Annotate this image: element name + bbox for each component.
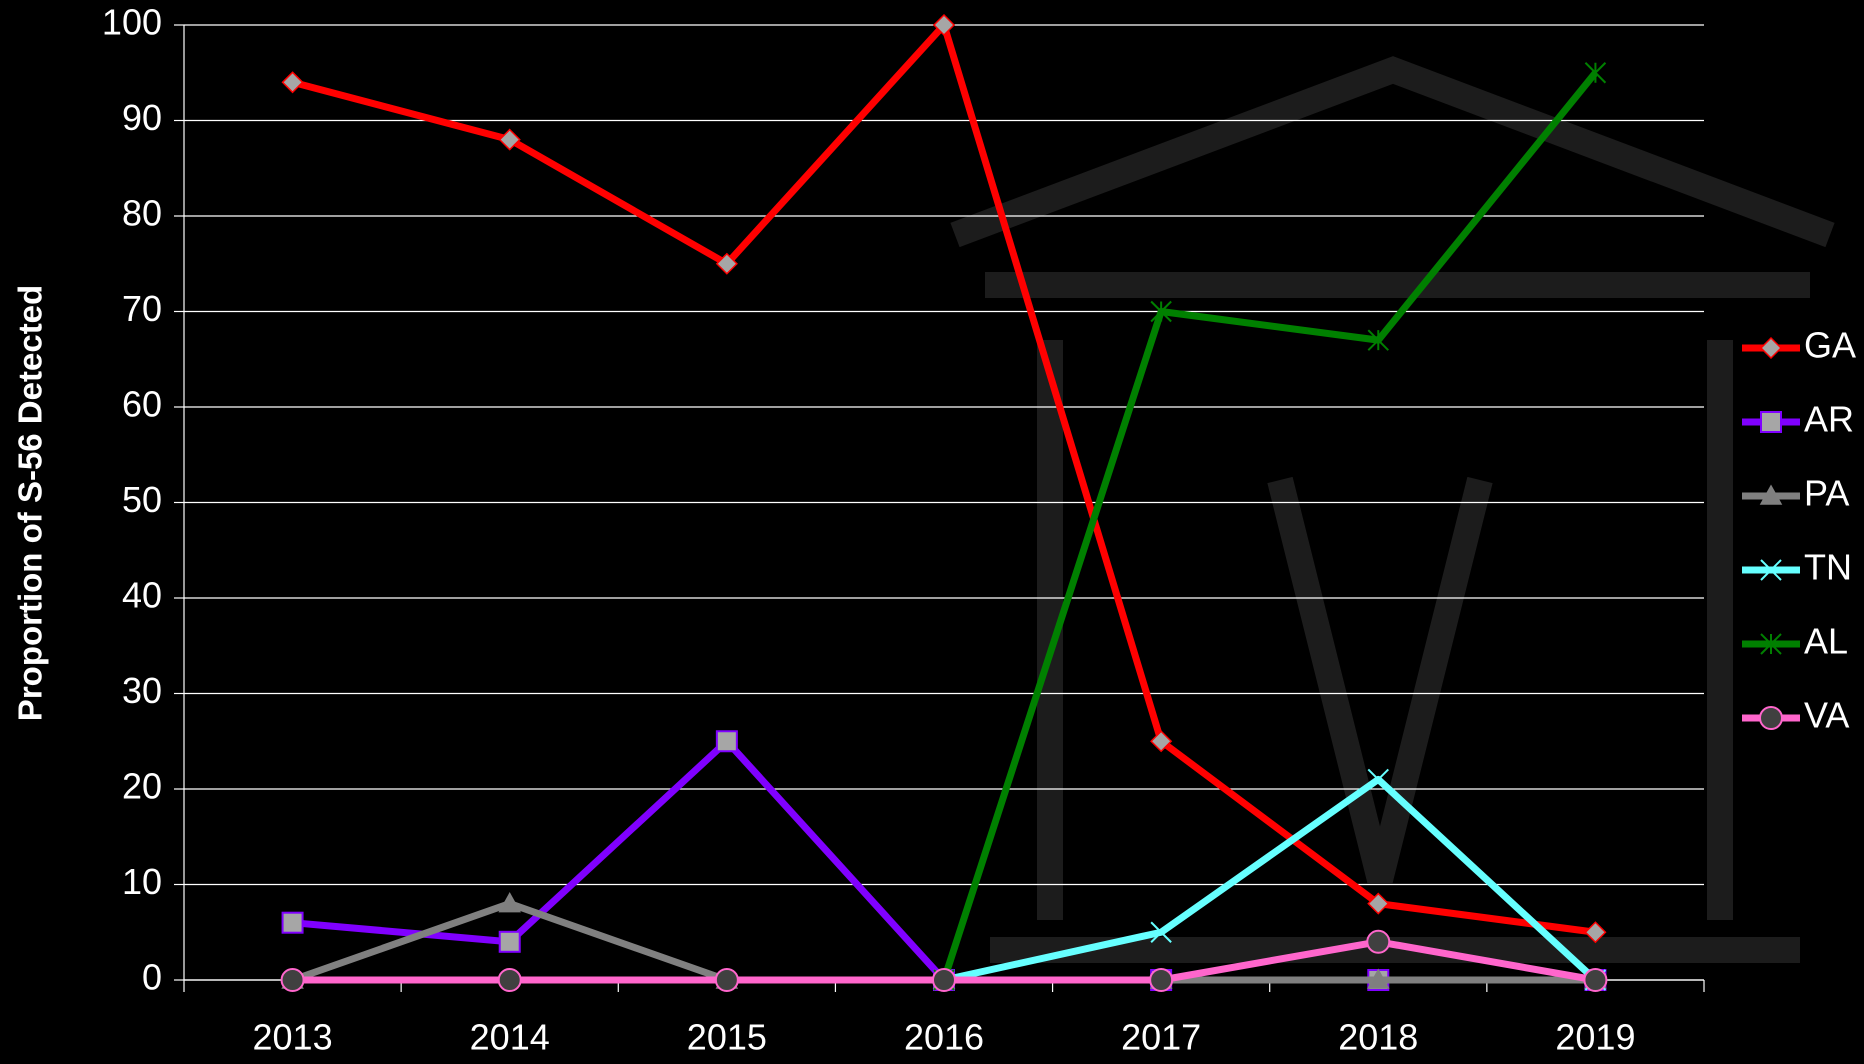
y-tick-label: 100: [102, 2, 162, 43]
marker: [498, 892, 521, 913]
series-line: [940, 70, 1599, 982]
legend-label: PA: [1804, 473, 1849, 514]
marker: [1150, 300, 1172, 323]
y-tick-label: 30: [122, 670, 162, 711]
marker: [1367, 892, 1390, 915]
legend-item: VA: [1742, 695, 1849, 736]
legend-item: GA: [1742, 325, 1856, 366]
watermark: [950, 56, 1835, 963]
series: [281, 13, 1607, 944]
y-tick-label: 50: [122, 479, 162, 520]
marker: [498, 930, 521, 953]
x-tick-label: 2013: [253, 1017, 333, 1058]
series: [280, 929, 1608, 992]
marker: [497, 968, 522, 992]
marker: [1760, 411, 1782, 433]
marker: [1366, 929, 1391, 954]
legend-label: TN: [1804, 547, 1852, 588]
marker: [1150, 921, 1172, 943]
x-tick-label: 2016: [904, 1017, 984, 1058]
legend-label: GA: [1804, 325, 1856, 366]
y-tick-label: 10: [122, 861, 162, 902]
marker: [1760, 559, 1782, 581]
marker: [1584, 921, 1607, 944]
marker: [1759, 706, 1783, 730]
legend-label: AR: [1804, 399, 1854, 440]
legend-item: AR: [1742, 399, 1854, 440]
marker: [715, 730, 738, 753]
legend-item: AL: [1742, 621, 1848, 662]
x-tick-label: 2014: [470, 1017, 550, 1058]
legend-item: TN: [1742, 547, 1852, 588]
marker: [280, 968, 305, 992]
legend-label: VA: [1804, 695, 1849, 736]
marker: [1584, 62, 1607, 84]
x-tick-label: 2015: [687, 1017, 767, 1058]
y-axis-title: Proportion of S-56 Detected: [12, 285, 49, 721]
marker: [932, 968, 956, 992]
x-tick-label: 2018: [1338, 1017, 1418, 1058]
marker: [281, 71, 304, 94]
marker: [932, 13, 956, 37]
marker: [1150, 730, 1173, 753]
y-tick-label: 80: [122, 193, 162, 234]
marker: [1367, 968, 1390, 989]
y-tick-label: 0: [142, 957, 162, 998]
legend-label: AL: [1804, 621, 1848, 662]
marker: [1759, 484, 1783, 505]
legend-item: PA: [1742, 473, 1849, 514]
marker: [715, 252, 738, 275]
y-tick-label: 70: [122, 288, 162, 329]
marker: [1759, 336, 1783, 360]
marker: [1367, 329, 1389, 351]
x-tick-label: 2017: [1121, 1017, 1201, 1058]
y-tick-label: 60: [122, 384, 162, 425]
marker: [498, 128, 521, 151]
y-tick-label: 90: [122, 97, 162, 138]
marker: [1760, 633, 1782, 655]
series-line: [943, 775, 1598, 984]
marker: [1367, 768, 1389, 791]
marker: [281, 911, 304, 934]
marker: [714, 968, 739, 992]
y-tick-label: 20: [122, 766, 162, 807]
marker: [1583, 968, 1608, 992]
x-tick-label: 2019: [1555, 1017, 1635, 1058]
y-tick-label: 40: [122, 575, 162, 616]
marker: [1149, 968, 1174, 992]
